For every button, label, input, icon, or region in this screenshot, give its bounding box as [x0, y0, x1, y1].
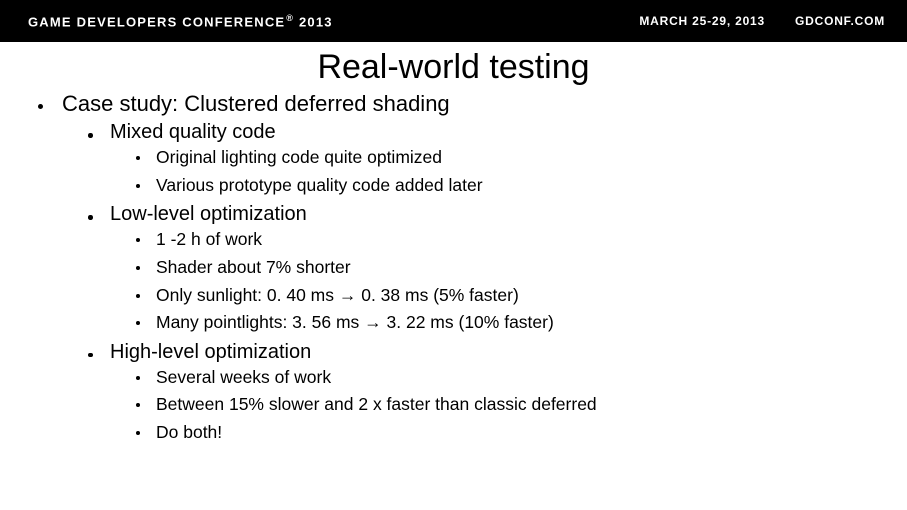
l2-item: Shader about 7% shorter [156, 256, 907, 280]
reg-mark: ® [286, 13, 294, 23]
bullet-list-l2: Several weeks of work Between 15% slower… [110, 366, 907, 445]
l2-text: Original lighting code quite optimized [156, 147, 442, 167]
l1-item: High-level optimization Several weeks of… [110, 341, 907, 445]
l2-item: Original lighting code quite optimized [156, 146, 907, 170]
l2-item: Between 15% slower and 2 x faster than c… [156, 393, 907, 417]
header-right: MARCH 25-29, 2013 GDCONF.COM [639, 14, 885, 28]
l1-item: Mixed quality code Original lighting cod… [110, 121, 907, 197]
l2-item: Various prototype quality code added lat… [156, 174, 907, 198]
l2-item: Many pointlights: 3. 56 ms → 3. 22 ms (1… [156, 311, 907, 335]
header-bar: GAME DEVELOPERS CONFERENCE® 2013 MARCH 2… [0, 0, 907, 42]
l2-text: Shader about 7% shorter [156, 257, 351, 277]
l1-text: Mixed quality code [110, 121, 276, 143]
l2-text: 1 -2 h of work [156, 229, 262, 249]
l1-item: Low-level optimization 1 -2 h of work Sh… [110, 203, 907, 335]
bullet-list-l2: Original lighting code quite optimized V… [110, 146, 907, 197]
l0-text: Case study: Clustered deferred shading [62, 91, 450, 116]
l2-text: Many pointlights: 3. 56 ms → 3. 22 ms (1… [156, 312, 554, 332]
l0-item: Case study: Clustered deferred shading M… [62, 91, 907, 445]
header-left: GAME DEVELOPERS CONFERENCE® 2013 [28, 13, 333, 29]
l2-text: Do both! [156, 422, 222, 442]
slide-title: Real-world testing [0, 48, 907, 87]
l2-item: 1 -2 h of work [156, 228, 907, 252]
l1-text: Low-level optimization [110, 203, 307, 225]
l2-item: Do both! [156, 421, 907, 445]
conf-dates: MARCH 25-29, 2013 [639, 14, 765, 28]
l2-item: Only sunlight: 0. 40 ms → 0. 38 ms (5% f… [156, 284, 907, 308]
bullet-list-l2: 1 -2 h of work Shader about 7% shorter O… [110, 228, 907, 335]
conf-year: 2013 [299, 14, 333, 29]
l2-text: Only sunlight: 0. 40 ms → 0. 38 ms (5% f… [156, 285, 519, 305]
bullet-list-l0: Case study: Clustered deferred shading M… [0, 91, 907, 445]
l2-text: Various prototype quality code added lat… [156, 175, 483, 195]
l1-text: High-level optimization [110, 341, 311, 363]
l2-text: Several weeks of work [156, 367, 331, 387]
bullet-list-l1: Mixed quality code Original lighting cod… [62, 121, 907, 445]
slide-content: Real-world testing Case study: Clustered… [0, 48, 907, 445]
conf-name: GAME DEVELOPERS CONFERENCE [28, 14, 285, 29]
conf-site: GDCONF.COM [795, 14, 885, 28]
l2-text: Between 15% slower and 2 x faster than c… [156, 394, 597, 414]
l2-item: Several weeks of work [156, 366, 907, 390]
